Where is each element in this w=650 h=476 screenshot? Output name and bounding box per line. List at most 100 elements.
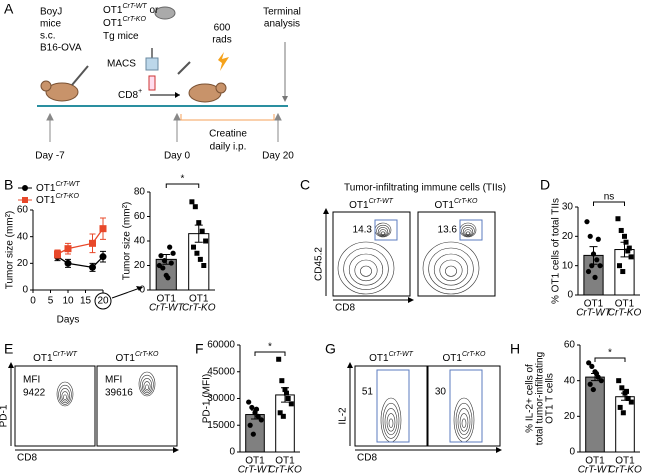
- data-point: [276, 356, 282, 362]
- point: [54, 250, 61, 258]
- flow-y-label: IL-2: [338, 407, 349, 425]
- contour: [461, 418, 467, 428]
- data-point: [158, 253, 164, 259]
- data-point: [625, 396, 631, 401]
- data-point: [201, 263, 207, 268]
- y-tick-label: 20: [564, 411, 576, 422]
- day-label: Day -7: [35, 151, 65, 162]
- point: [89, 239, 96, 247]
- flow-header-part: OT1: [369, 353, 389, 364]
- data-point: [167, 244, 173, 250]
- macs-column: [145, 57, 159, 71]
- y-tick-label: 15000: [207, 420, 235, 431]
- flow-header-part: OT1: [349, 200, 369, 211]
- scheme-text: BoyJ: [40, 7, 62, 18]
- x-tick-label: 5: [48, 296, 54, 307]
- contour: [445, 265, 457, 277]
- highlight-circle: [94, 292, 112, 310]
- y-tick-label: 80: [134, 187, 146, 198]
- data-point: [590, 386, 596, 393]
- mfi-label: MFI: [105, 375, 122, 386]
- data-point: [192, 204, 198, 210]
- line: [57, 256, 104, 269]
- y-tick-label: 20: [562, 231, 574, 242]
- flow-x-label: CD8: [357, 453, 377, 464]
- panel-label: F: [195, 341, 204, 357]
- panel-label: B: [4, 177, 13, 193]
- arrowhead: [46, 112, 54, 121]
- x-tick-label: 10: [62, 296, 74, 307]
- scheme-text: analysis: [264, 19, 300, 30]
- data-point: [160, 265, 166, 271]
- data-point: [615, 216, 621, 222]
- legend-label: OT1CrT-WT: [36, 181, 80, 193]
- contour: [140, 374, 154, 395]
- legend-marker: [22, 185, 28, 191]
- data-point: [194, 250, 200, 256]
- day-arrows: [46, 112, 282, 142]
- scheme-text: 600: [214, 23, 231, 34]
- contour: [455, 402, 473, 439]
- contour: [457, 408, 471, 436]
- contour: [145, 384, 149, 390]
- contour: [428, 247, 474, 290]
- category-label: OT1: [584, 299, 604, 310]
- scheme-text-part: CrT-WT: [122, 3, 147, 10]
- syringe: [177, 61, 191, 75]
- contour: [59, 388, 71, 404]
- category-label: OT1: [275, 456, 295, 467]
- gate-value: 14.3: [353, 225, 373, 236]
- y-tick-label: 30: [562, 202, 574, 213]
- data-point: [253, 406, 260, 412]
- contour: [143, 381, 151, 392]
- point: [99, 253, 107, 261]
- flow-header-part: CrT-KO: [454, 198, 478, 205]
- y-tick-label: 60: [17, 205, 29, 216]
- flow-header-part: CrT-WT: [389, 351, 414, 358]
- significance-bracket: [594, 357, 626, 362]
- data-point: [595, 236, 601, 242]
- data-point: [191, 244, 197, 250]
- contour: [360, 265, 372, 277]
- category-sub-label: CrT-KO: [608, 308, 642, 319]
- y-tick-label: 0: [567, 290, 573, 301]
- gate: [459, 219, 483, 241]
- legend-label-part: OT1: [36, 183, 56, 194]
- flow-y-label: CD45.2: [314, 247, 325, 281]
- y-axis-label: OT1 T cells: [545, 373, 556, 424]
- mfi-value: 39616: [105, 388, 133, 399]
- data-point: [625, 248, 631, 254]
- contour: [382, 402, 400, 439]
- y-tick-label: 0: [139, 285, 145, 296]
- panel-label: H: [510, 341, 520, 357]
- flow-title: Tumor-infiltrating immune cells (TIIs): [344, 183, 506, 194]
- contour: [466, 231, 470, 235]
- contour: [379, 229, 387, 236]
- y-tick-label: 45000: [207, 366, 235, 377]
- data-point: [620, 269, 626, 275]
- arrowhead: [173, 447, 179, 453]
- data-point: [199, 228, 205, 234]
- contour: [386, 413, 396, 432]
- data-point: [283, 390, 289, 396]
- y-axis-label: % IL-2+ cells of: [525, 364, 536, 433]
- data-point: [280, 413, 286, 419]
- flow-header-part: CrT-WT: [369, 198, 394, 205]
- contour: [433, 253, 469, 286]
- arrowhead: [347, 362, 353, 368]
- y-tick-label: 60: [564, 340, 576, 351]
- scheme-text-part: +: [138, 88, 142, 95]
- significance-bracket: [165, 183, 200, 188]
- contour: [439, 259, 463, 282]
- gate-value: 51: [362, 387, 374, 398]
- day-label: Day 20: [262, 151, 294, 162]
- category-sub-label: CrT-KO: [608, 465, 642, 476]
- point: [64, 259, 72, 267]
- flow-header: OT1CrT-WT: [33, 351, 77, 363]
- category-label: OT1: [585, 456, 605, 467]
- data-point: [246, 399, 252, 405]
- significance-label: *: [181, 174, 185, 185]
- arrowhead: [173, 112, 181, 121]
- significance-bracket: [593, 201, 625, 206]
- treatment-label: Creatine: [209, 129, 247, 140]
